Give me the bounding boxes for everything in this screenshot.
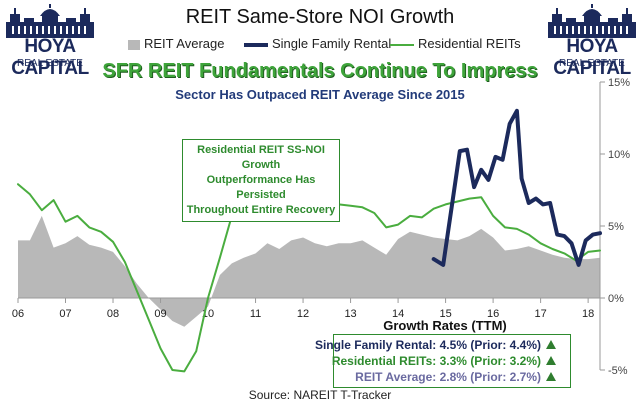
logo-name: HOYA CAPITAL xyxy=(553,36,631,79)
x-tick-label: 09 xyxy=(154,308,166,320)
legend-label: REIT Average xyxy=(144,36,225,51)
legend-swatch-area xyxy=(128,39,140,50)
series-line-single-family-rental xyxy=(431,108,602,267)
y-tick-label: 5% xyxy=(608,221,624,233)
chart-subheadline: Sector Has Outpaced REIT Average Since 2… xyxy=(175,87,465,102)
x-axis-title: Growth Rates (TTM) xyxy=(383,318,507,333)
hoya-capital-logo-left: HOYA CAPITAL REAL ESTATE xyxy=(4,4,96,79)
legend-item-reit-average: REIT Average xyxy=(128,36,224,51)
triangle-up-icon xyxy=(546,372,556,381)
chart-headline: SFR REIT Fundamentals Continue To Impres… xyxy=(102,60,538,82)
legend-label: Single Family Rental xyxy=(272,36,392,51)
x-tick-label: 11 xyxy=(250,308,261,320)
summary-text: REIT Average: 2.8% (Prior: 2.7%) xyxy=(355,370,541,384)
x-tick-label: 07 xyxy=(59,308,71,320)
legend-label: Residential REITs xyxy=(418,36,521,51)
chart-title: REIT Same-Store NOI Growth xyxy=(185,6,455,28)
legend-item-residential-reits: Residential REITs xyxy=(390,36,521,51)
triangle-up-icon xyxy=(546,356,556,365)
legend-swatch-line xyxy=(390,43,414,46)
legend-item-single-family-rental: Single Family Rental xyxy=(244,36,391,51)
summary-box: Single Family Rental: 4.5% (Prior: 4.4%)… xyxy=(315,334,571,388)
capitol-skyline-icon xyxy=(6,4,94,38)
x-tick-label: 13 xyxy=(344,308,356,320)
x-tick-label: 17 xyxy=(534,308,546,320)
logo-name: HOYA CAPITAL xyxy=(11,36,89,79)
summary-text: Single Family Rental: 4.5% (Prior: 4.4%) xyxy=(314,338,541,352)
summary-text: Residential REITs: 3.3% (Prior: 3.2%) xyxy=(331,354,541,368)
annotation-line: Residential REIT SS-NOI Growth xyxy=(197,144,325,171)
x-tick-label: 15 xyxy=(439,308,451,320)
x-tick-label: 18 xyxy=(582,308,594,320)
annotation-line: Throughout Entire Recovery xyxy=(186,204,336,216)
summary-row-residential: Residential REITs: 3.3% (Prior: 3.2%) xyxy=(332,354,556,368)
annotation-line: Outperformance Has Persisted xyxy=(206,174,316,201)
chart-source: Source: NAREIT T-Tracker xyxy=(248,388,392,402)
summary-row-sfr: Single Family Rental: 4.5% (Prior: 4.4%) xyxy=(315,338,556,352)
y-tick-label: -5% xyxy=(608,365,628,377)
summary-row-average: REIT Average: 2.8% (Prior: 2.7%) xyxy=(355,370,556,384)
x-tick-label: 12 xyxy=(297,308,309,320)
series-area-reit-average xyxy=(18,215,600,327)
hoya-capital-logo-right: HOYA CAPITAL REAL ESTATE xyxy=(546,4,638,79)
logo-subtitle: REAL ESTATE xyxy=(17,58,83,69)
annotation-box: Residential REIT SS-NOI Growth Outperfor… xyxy=(182,139,340,222)
y-tick-label: 0% xyxy=(608,293,624,305)
capitol-skyline-icon xyxy=(548,4,636,38)
x-tick-label: 06 xyxy=(12,308,24,320)
x-tick-label: 14 xyxy=(392,308,404,320)
logo-subtitle: REAL ESTATE xyxy=(559,58,625,69)
y-tick-label: 15% xyxy=(608,77,630,89)
x-tick-label: 08 xyxy=(107,308,119,320)
y-tick-label: 10% xyxy=(608,149,630,161)
legend-swatch-line xyxy=(244,42,268,47)
triangle-up-icon xyxy=(546,340,556,349)
chart-legend: REIT Average Single Family Rental Reside… xyxy=(128,36,528,56)
x-tick-label: 16 xyxy=(487,308,499,320)
